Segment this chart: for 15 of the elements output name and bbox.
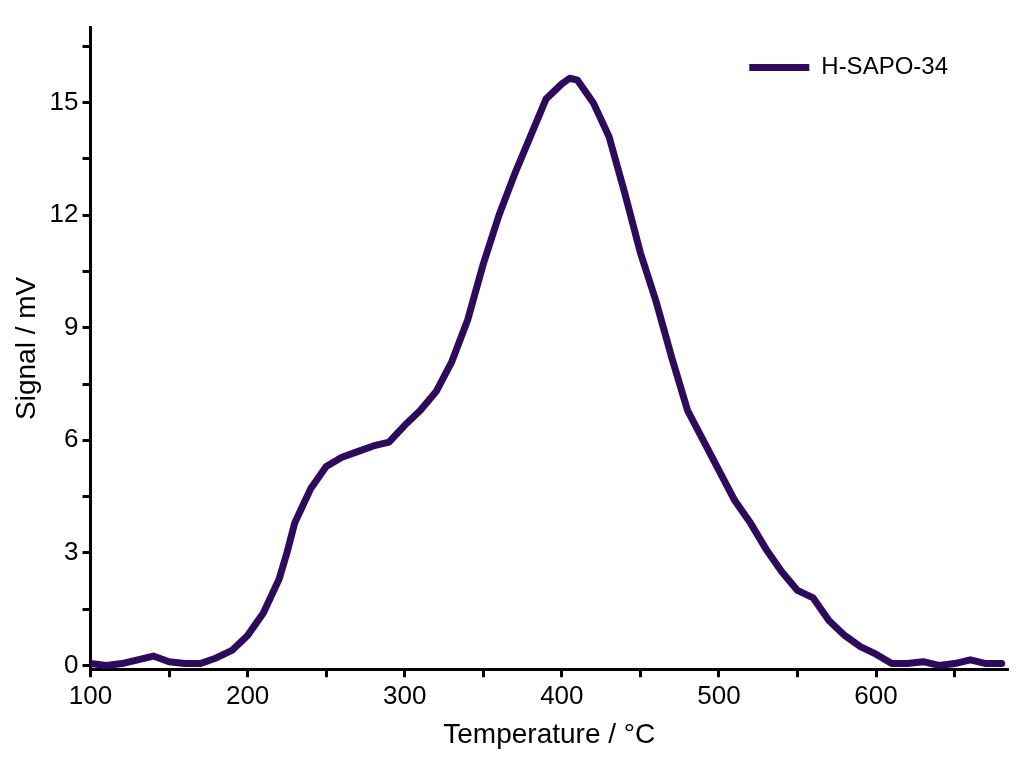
y-tick-label: 0 [64, 648, 79, 679]
x-tick-label: 100 [68, 679, 113, 710]
y-tick-label: 3 [64, 536, 79, 567]
x-axis-title: Temperature / °C [443, 717, 656, 749]
x-tick-label: 200 [225, 679, 270, 710]
y-tick-label: 6 [64, 423, 79, 454]
y-tick-label: 12 [49, 198, 79, 229]
y-tick-label: 9 [64, 310, 79, 341]
x-tick-label: 300 [383, 679, 427, 710]
x-tick-label: 500 [697, 679, 741, 710]
legend-label: H-SAPO-34 [821, 52, 948, 80]
x-tick-label: 600 [854, 679, 898, 710]
y-axis-title: Signal / mV [9, 276, 41, 420]
y-tick-label: 15 [49, 85, 79, 116]
x-tick-label: 400 [540, 679, 584, 710]
